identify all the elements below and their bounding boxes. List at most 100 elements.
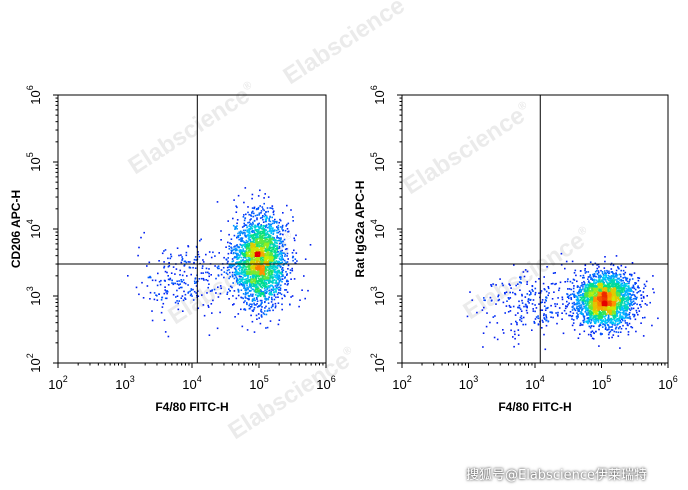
event-dot bbox=[290, 296, 292, 298]
event-dot bbox=[278, 230, 281, 233]
event-dot bbox=[619, 313, 622, 316]
event-dot bbox=[251, 197, 253, 200]
event-dot bbox=[272, 210, 275, 212]
event-dot bbox=[256, 273, 259, 276]
event-dot bbox=[263, 250, 265, 253]
event-dot bbox=[579, 333, 581, 335]
event-dot bbox=[260, 308, 263, 311]
event-dot bbox=[244, 300, 246, 302]
event-dot bbox=[245, 224, 248, 227]
event-dot bbox=[628, 286, 630, 289]
event-dot bbox=[261, 238, 263, 241]
event-dot bbox=[264, 286, 266, 288]
event-dot bbox=[274, 221, 276, 223]
event-dot bbox=[587, 292, 590, 295]
event-dot bbox=[496, 322, 499, 324]
event-dot bbox=[284, 248, 287, 251]
event-dot bbox=[256, 233, 258, 235]
event-dot bbox=[226, 269, 229, 272]
event-dot bbox=[518, 307, 521, 309]
y-tick-label: 104 bbox=[25, 219, 43, 238]
event-dot bbox=[269, 249, 272, 252]
event-dot bbox=[280, 284, 282, 287]
event-dot bbox=[181, 274, 184, 277]
event-dot bbox=[616, 315, 619, 317]
event-dot bbox=[245, 241, 247, 244]
event-dot bbox=[248, 295, 250, 298]
event-dot bbox=[622, 324, 624, 327]
event-dot bbox=[598, 274, 600, 277]
event-dot bbox=[610, 276, 612, 278]
event-dot bbox=[254, 225, 256, 228]
event-dot bbox=[601, 313, 603, 316]
event-dot bbox=[594, 292, 597, 294]
event-dot bbox=[597, 276, 600, 278]
event-dot bbox=[237, 291, 240, 293]
event-dot bbox=[519, 316, 522, 319]
event-dot bbox=[624, 298, 626, 300]
event-dot bbox=[634, 302, 636, 304]
event-dot bbox=[181, 286, 183, 289]
event-dot bbox=[263, 266, 265, 269]
event-dot bbox=[252, 215, 255, 218]
x-tick-label: 104 bbox=[182, 374, 201, 392]
event-dot bbox=[276, 229, 278, 232]
event-dot bbox=[643, 283, 646, 286]
event-dot bbox=[596, 319, 598, 321]
event-dot bbox=[228, 245, 230, 248]
event-dot bbox=[281, 280, 283, 283]
event-dot bbox=[544, 318, 546, 320]
event-dot bbox=[583, 296, 586, 298]
event-dot bbox=[251, 265, 254, 267]
event-dot bbox=[164, 289, 166, 291]
event-dot bbox=[239, 264, 241, 266]
event-dot bbox=[281, 226, 284, 228]
event-dot bbox=[596, 286, 599, 289]
event-dot bbox=[245, 245, 248, 248]
event-dot bbox=[217, 265, 220, 267]
event-dot bbox=[588, 295, 591, 298]
event-dot bbox=[620, 264, 623, 267]
event-dot bbox=[589, 322, 592, 325]
event-dot bbox=[241, 273, 243, 275]
event-dot bbox=[589, 306, 591, 308]
event-dot bbox=[577, 315, 579, 318]
event-dot bbox=[252, 235, 255, 237]
event-dot bbox=[564, 281, 566, 283]
event-dot bbox=[250, 226, 252, 229]
event-dot bbox=[253, 280, 255, 283]
event-dot bbox=[263, 202, 265, 205]
event-dot bbox=[248, 273, 251, 275]
event-dot bbox=[579, 291, 582, 294]
event-dot bbox=[242, 285, 244, 287]
event-dot bbox=[266, 291, 268, 293]
event-dot bbox=[497, 299, 500, 302]
event-dot bbox=[187, 284, 189, 286]
event-dot bbox=[590, 333, 592, 336]
event-dot bbox=[243, 271, 245, 273]
event-dot bbox=[252, 261, 255, 263]
event-dot bbox=[236, 272, 238, 275]
event-dot bbox=[252, 250, 254, 252]
event-dot bbox=[207, 271, 209, 274]
event-dot bbox=[242, 255, 245, 257]
event-dot bbox=[599, 276, 601, 279]
event-dot bbox=[270, 288, 273, 291]
event-dot bbox=[264, 232, 267, 235]
event-dot bbox=[262, 250, 264, 252]
event-dot bbox=[262, 221, 265, 223]
event-dot bbox=[249, 225, 252, 228]
event-dot bbox=[286, 274, 288, 276]
event-dot bbox=[594, 262, 597, 265]
event-dot bbox=[630, 303, 633, 306]
event-dot bbox=[631, 294, 633, 296]
event-dot bbox=[248, 271, 251, 274]
event-dot bbox=[243, 222, 245, 225]
event-dot bbox=[246, 284, 248, 287]
event-dot bbox=[625, 297, 628, 299]
event-dot bbox=[276, 251, 278, 254]
event-dot bbox=[271, 285, 273, 287]
event-dot bbox=[238, 267, 241, 270]
event-dot bbox=[228, 233, 230, 236]
event-dot bbox=[293, 278, 296, 280]
